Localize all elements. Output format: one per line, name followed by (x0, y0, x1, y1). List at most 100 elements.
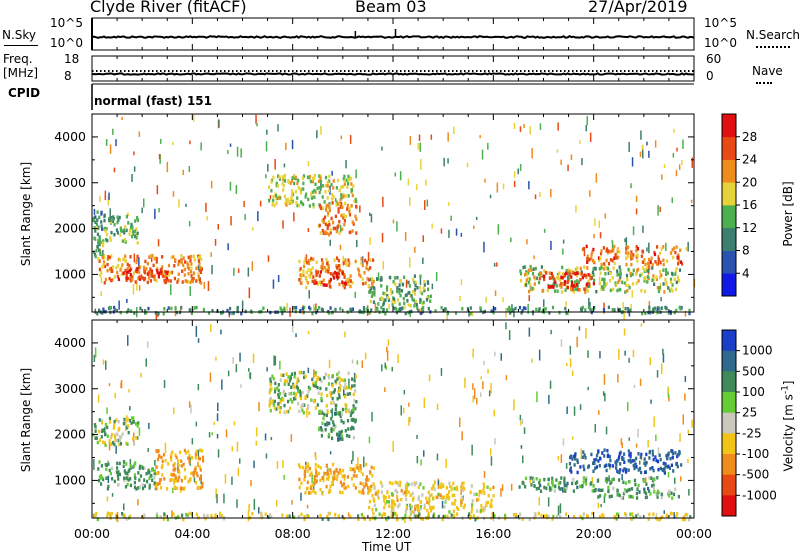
echo-speck (253, 460, 255, 469)
echo-cell (201, 455, 205, 460)
echo-cell (673, 310, 676, 315)
echo-cell (302, 411, 305, 415)
echo-cell (482, 482, 485, 486)
echo-speck (256, 123, 258, 127)
echo-cell (277, 383, 280, 387)
echo-cell (115, 228, 119, 232)
echo-cell (671, 449, 674, 454)
echo-cell (116, 274, 119, 279)
echo-cell (656, 310, 659, 315)
echo-cell (588, 282, 591, 286)
echo-speck (538, 349, 541, 361)
echo-cell (326, 408, 329, 413)
echo-cell (344, 486, 347, 490)
echo-cell (410, 309, 413, 314)
echo-cell (350, 204, 353, 208)
echo-cell (288, 200, 291, 204)
echo-cell (446, 493, 449, 497)
echo-cell (101, 429, 104, 434)
echo-speck (550, 241, 552, 250)
echo-speck (529, 478, 531, 484)
echo-cell (384, 512, 387, 517)
echo-cell (439, 493, 442, 497)
echo-cell (574, 280, 577, 284)
echo-cell (342, 385, 345, 390)
echo-cell (539, 483, 542, 488)
echo-speck (370, 214, 373, 223)
echo-cell (326, 184, 329, 188)
echo-cell (133, 311, 136, 315)
echo-speck (588, 297, 590, 306)
echo-speck (354, 291, 356, 299)
echo-cell (582, 464, 585, 469)
echo-speck (109, 144, 112, 154)
echo-cell (326, 231, 329, 235)
echo-cell (315, 471, 318, 475)
echo-cell (151, 253, 154, 258)
echo-cell (594, 466, 597, 471)
echo-cell (98, 308, 101, 313)
echo-speck (120, 382, 122, 389)
echo-cell (374, 492, 377, 496)
echo-speck (300, 492, 302, 501)
echo-cell (338, 219, 341, 224)
echo-cell (273, 399, 276, 404)
echo-cell (618, 452, 621, 456)
echo-cell (185, 451, 188, 455)
echo-cell (311, 311, 314, 316)
echo-cell (124, 471, 127, 475)
echo-cell (419, 300, 422, 304)
echo-cell (590, 276, 593, 280)
echo-cell (648, 476, 651, 480)
echo-cell (337, 207, 340, 211)
echo-cell (199, 486, 202, 490)
echo-speck (647, 440, 649, 448)
echo-cell (101, 243, 105, 248)
echo-cell (648, 449, 651, 454)
echo-cell (277, 395, 280, 399)
echo-cell (310, 271, 313, 276)
echo-cell (602, 286, 605, 290)
echo-cell (347, 427, 350, 431)
echo-cell (626, 245, 629, 250)
echo-cell (615, 466, 618, 470)
echo-speck (217, 224, 219, 230)
echo-cell (688, 311, 691, 316)
echo-cell (332, 272, 335, 276)
echo-cell (525, 283, 528, 287)
echo-cell (338, 188, 341, 193)
echo-cell (100, 220, 103, 224)
echo-cell (196, 473, 199, 478)
echo-cell (576, 470, 579, 475)
echo-cell (538, 280, 541, 285)
echo-cell (321, 476, 324, 480)
echo-cell (336, 256, 339, 260)
echo-cell (163, 477, 166, 481)
echo-cell (313, 399, 316, 404)
echo-cell (631, 272, 634, 277)
echo-cell (618, 493, 621, 498)
echo-cell (606, 266, 609, 271)
echo-cell (299, 191, 303, 195)
echo-cell (521, 517, 524, 521)
echo-cell (537, 511, 540, 516)
echo-cell (98, 418, 101, 422)
echo-cell (371, 508, 374, 512)
echo-cell (98, 267, 101, 272)
echo-cell (592, 469, 595, 473)
echo-cell (423, 506, 426, 510)
echo-cell (133, 480, 136, 485)
echo-cell (558, 271, 561, 275)
echo-cell (689, 515, 692, 519)
echo-cell (104, 229, 107, 233)
echo-cell (368, 505, 371, 510)
echo-cell (312, 205, 315, 209)
echo-cell (321, 421, 324, 426)
echo-cell (419, 506, 422, 511)
echo-cell (305, 275, 308, 280)
echo-cell (302, 181, 305, 186)
echo-cell (190, 311, 193, 315)
echo-cell (416, 306, 419, 310)
echo-cell (338, 412, 341, 417)
echo-cell (457, 507, 460, 511)
